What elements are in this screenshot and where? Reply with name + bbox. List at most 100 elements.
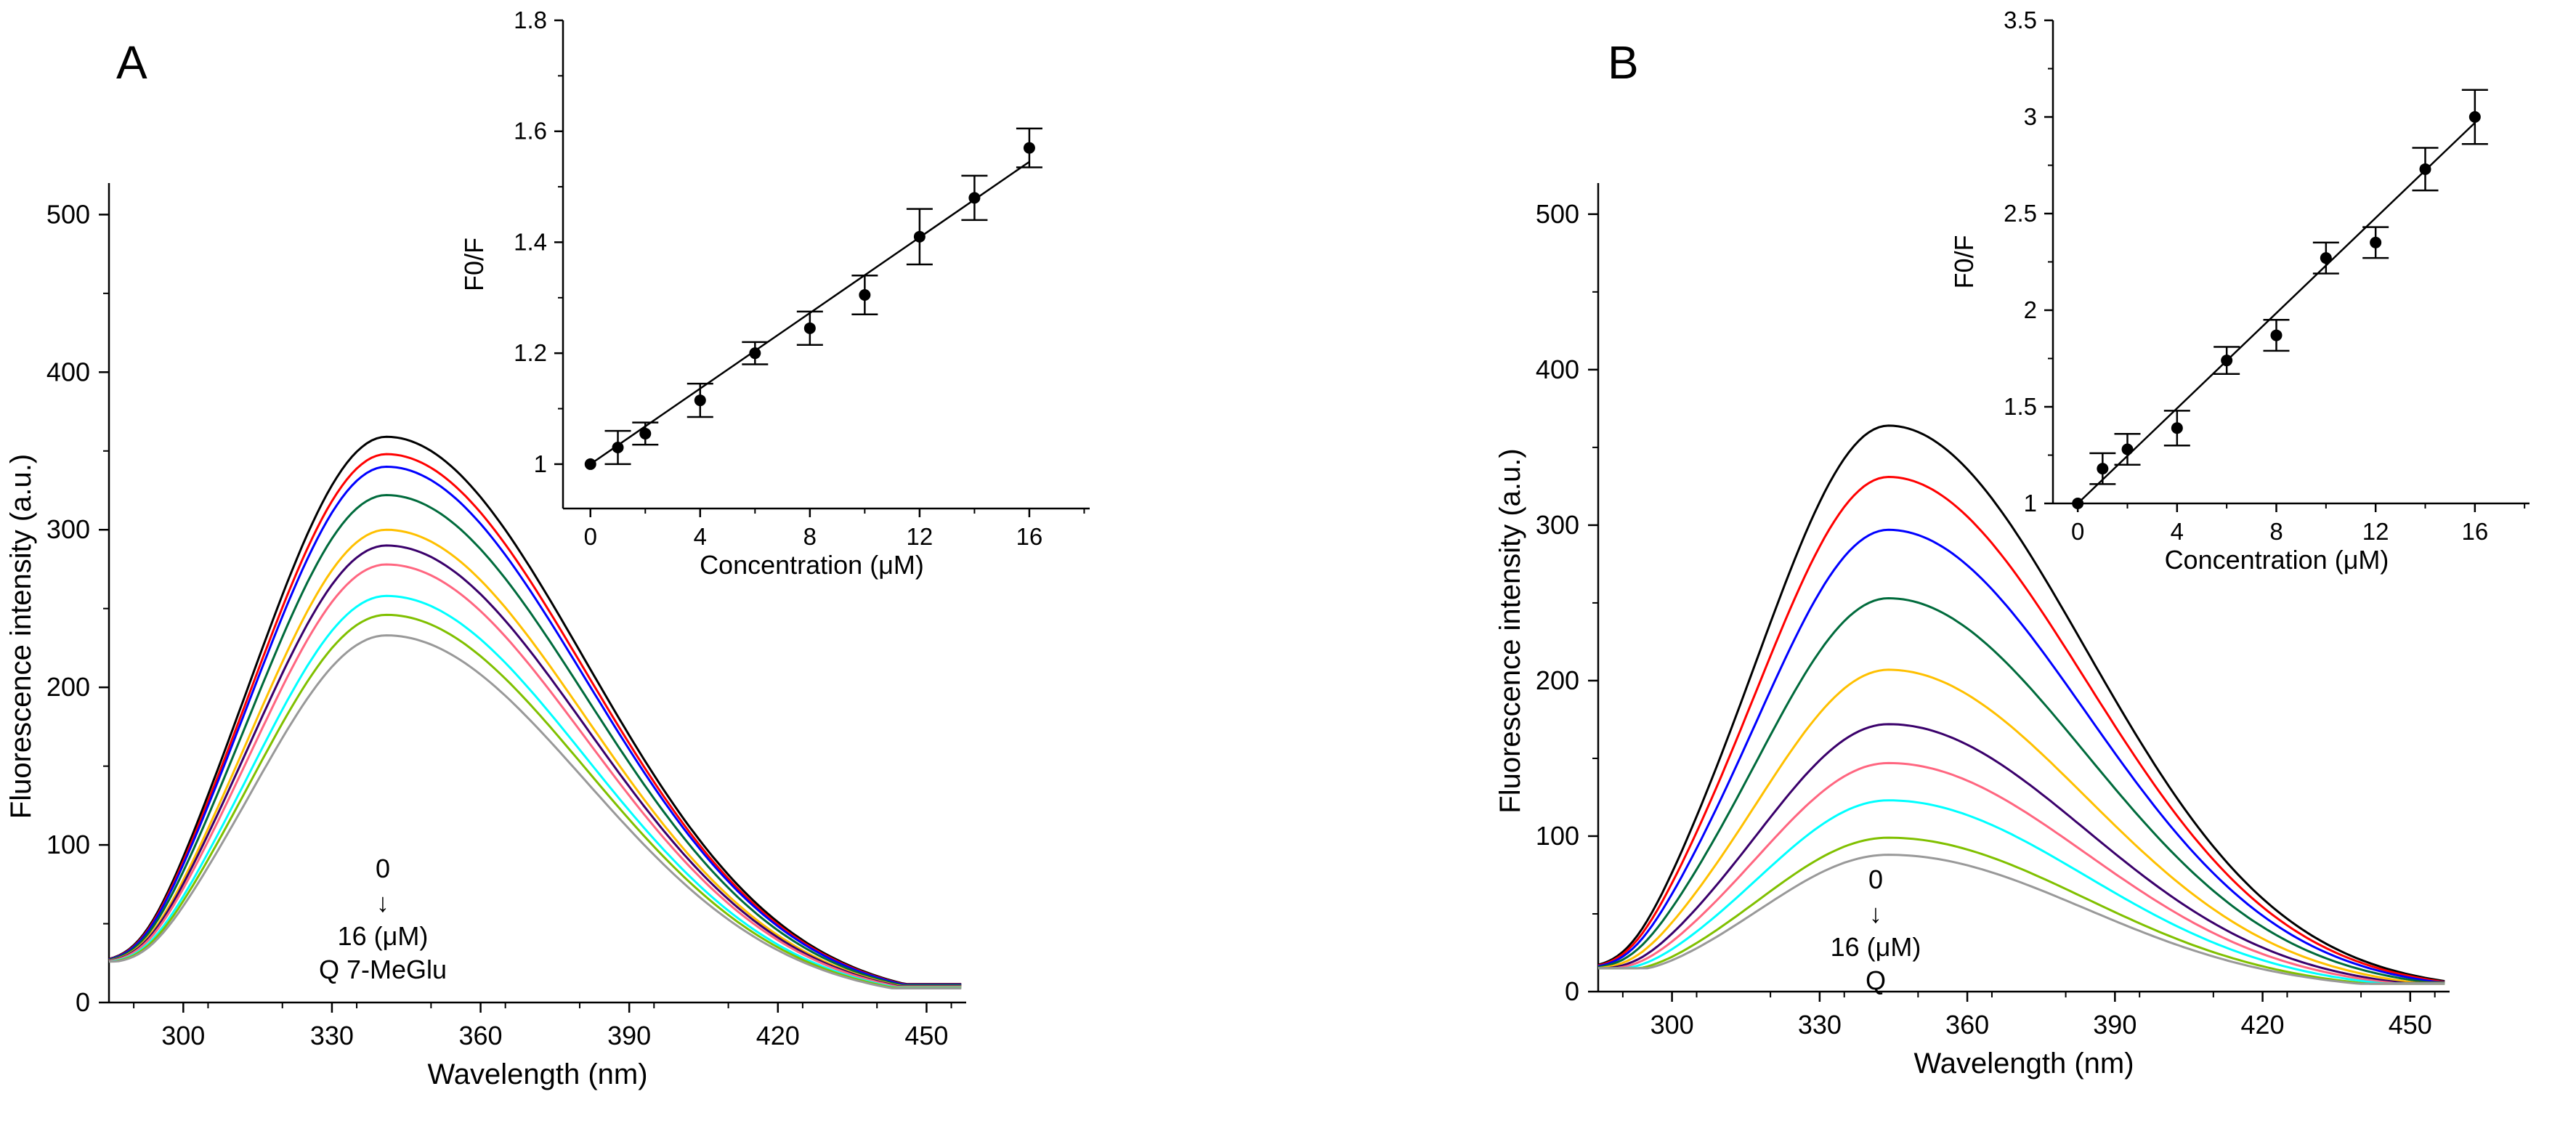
y-tick-label: 200 bbox=[46, 672, 90, 702]
data-point bbox=[2221, 355, 2233, 367]
x-tick-label: 390 bbox=[2093, 1010, 2136, 1040]
y-axis-title: F0/F bbox=[1949, 235, 1979, 288]
data-point bbox=[803, 322, 816, 334]
y-tick-label: 100 bbox=[46, 830, 90, 859]
y-axis-title: F0/F bbox=[459, 238, 489, 291]
y-tick-label: 400 bbox=[46, 357, 90, 386]
spectrum-line-6 bbox=[1598, 723, 2445, 984]
spectrum-line-5 bbox=[1597, 668, 2445, 984]
x-tick-label: 330 bbox=[310, 1021, 354, 1050]
spectrum-line-10 bbox=[1598, 854, 2445, 985]
y-tick-label: 1.5 bbox=[2004, 393, 2037, 420]
y-tick-label: 3.5 bbox=[2004, 7, 2037, 33]
spectrum-line-10 bbox=[109, 634, 962, 989]
y-tick-label: 1.4 bbox=[514, 228, 547, 255]
x-tick-label: 390 bbox=[607, 1021, 651, 1050]
x-tick-label: 300 bbox=[1650, 1010, 1694, 1040]
spectrum-line-5 bbox=[108, 528, 962, 987]
x-tick-label: 4 bbox=[694, 523, 707, 550]
annotation-end: 16 (μM) bbox=[338, 921, 429, 951]
spectrum-line-3 bbox=[108, 465, 962, 986]
annotation-start: 0 bbox=[1868, 864, 1883, 894]
x-axis-title: Wavelength (nm) bbox=[1913, 1048, 2134, 1080]
spectrum-line-6 bbox=[108, 544, 962, 988]
data-point bbox=[639, 427, 652, 440]
annotation-end: 16 (μM) bbox=[1831, 932, 1921, 962]
spectrum-line-4 bbox=[1597, 596, 2445, 984]
y-tick-label: 3 bbox=[2024, 103, 2037, 130]
y-tick-label: 1.8 bbox=[514, 7, 547, 33]
data-point bbox=[2370, 236, 2382, 248]
panel-a-emission-chart: 300 330 360 390 420 4500100200300400500Wavele… bbox=[5, 183, 966, 1090]
data-point bbox=[859, 289, 871, 301]
spectrum-line-2 bbox=[1597, 475, 2445, 983]
spectrum-line-7 bbox=[1598, 761, 2445, 985]
x-tick-label: 420 bbox=[756, 1021, 800, 1050]
x-tick-label: 330 bbox=[1798, 1010, 1842, 1040]
y-axis-title: Fluorescence intensity (a.u.) bbox=[1494, 448, 1526, 813]
x-tick-label: 12 bbox=[2362, 518, 2389, 545]
panel-a-concentration-annotation: 0 ↓ 16 (μM) Q 7-MeGlu bbox=[319, 854, 447, 984]
y-tick-label: 500 bbox=[46, 199, 90, 229]
data-point bbox=[694, 394, 706, 407]
data-point bbox=[2320, 252, 2332, 264]
data-point bbox=[1023, 142, 1035, 154]
annotation-arrow: ↓ bbox=[1869, 899, 1882, 928]
x-tick-label: 8 bbox=[2269, 518, 2283, 545]
y-tick-label: 1.6 bbox=[514, 118, 547, 145]
y-tick-label: 400 bbox=[1536, 355, 1579, 384]
data-point bbox=[2270, 329, 2283, 341]
y-tick-label: 1 bbox=[534, 450, 547, 477]
spectrum-line-7 bbox=[108, 563, 962, 988]
panel-b-stern-volmer-inset: 0 4 8 12 16 1 1.5 2 2.5 3 3.5 Concentration (μM) F0/… bbox=[1949, 7, 2530, 575]
annotation-quencher: Q bbox=[1866, 965, 1886, 995]
data-point bbox=[2097, 463, 2109, 475]
y-tick-label: 0 bbox=[76, 987, 90, 1017]
x-tick-label: 450 bbox=[904, 1021, 948, 1050]
x-tick-label: 450 bbox=[2389, 1010, 2432, 1040]
spectrum-line-8 bbox=[108, 594, 962, 989]
data-point bbox=[2121, 443, 2134, 455]
x-tick-label: 16 bbox=[2461, 518, 2488, 545]
data-point bbox=[2171, 422, 2183, 434]
spectrum-line-3 bbox=[1597, 528, 2445, 984]
x-axis-title: Concentration (μM) bbox=[2165, 545, 2389, 575]
y-axis-title: Fluorescence intensity (a.u.) bbox=[5, 454, 37, 819]
spectrum-line-9 bbox=[1598, 836, 2445, 985]
x-tick-label: 12 bbox=[907, 523, 933, 550]
x-tick-label: 360 bbox=[1945, 1010, 1989, 1040]
data-point bbox=[2468, 111, 2481, 123]
x-tick-label: 360 bbox=[459, 1021, 503, 1050]
spectrum-line-1 bbox=[1597, 424, 2445, 983]
x-tick-label: 300 bbox=[161, 1021, 205, 1050]
y-tick-label: 300 bbox=[46, 514, 90, 544]
panel-a-letter: A bbox=[116, 36, 147, 89]
spectrum-line-9 bbox=[108, 613, 962, 989]
x-tick-label: 0 bbox=[584, 523, 597, 550]
data-point bbox=[2072, 498, 2084, 509]
y-tick-label: 2.5 bbox=[2004, 200, 2037, 227]
annotation-arrow: ↓ bbox=[376, 888, 389, 918]
y-tick-label: 0 bbox=[1565, 976, 1579, 1006]
spectrum-line-8 bbox=[1598, 799, 2445, 985]
y-tick-label: 2 bbox=[2024, 296, 2037, 323]
y-tick-label: 1 bbox=[2024, 490, 2037, 517]
fit-line bbox=[2077, 122, 2476, 504]
spectrum-line-1 bbox=[108, 435, 962, 986]
y-tick-label: 1.2 bbox=[514, 339, 547, 366]
x-tick-label: 420 bbox=[2241, 1010, 2285, 1040]
x-tick-label: 8 bbox=[803, 523, 817, 550]
annotation-start: 0 bbox=[376, 854, 390, 883]
annotation-quencher: Q 7-MeGlu bbox=[319, 955, 447, 984]
panel-b-concentration-annotation: 0 ↓ 16 (μM) Q bbox=[1831, 864, 1921, 995]
x-tick-label: 4 bbox=[2171, 518, 2184, 545]
y-tick-label: 200 bbox=[1536, 665, 1579, 695]
y-tick-label: 100 bbox=[1536, 821, 1579, 851]
data-point bbox=[584, 458, 596, 470]
x-tick-label: 16 bbox=[1016, 523, 1043, 550]
data-point bbox=[612, 442, 624, 453]
y-tick-label: 300 bbox=[1536, 510, 1579, 540]
spectrum-line-4 bbox=[108, 493, 962, 987]
panel-b-letter: B bbox=[1608, 36, 1639, 89]
data-point bbox=[749, 347, 761, 360]
